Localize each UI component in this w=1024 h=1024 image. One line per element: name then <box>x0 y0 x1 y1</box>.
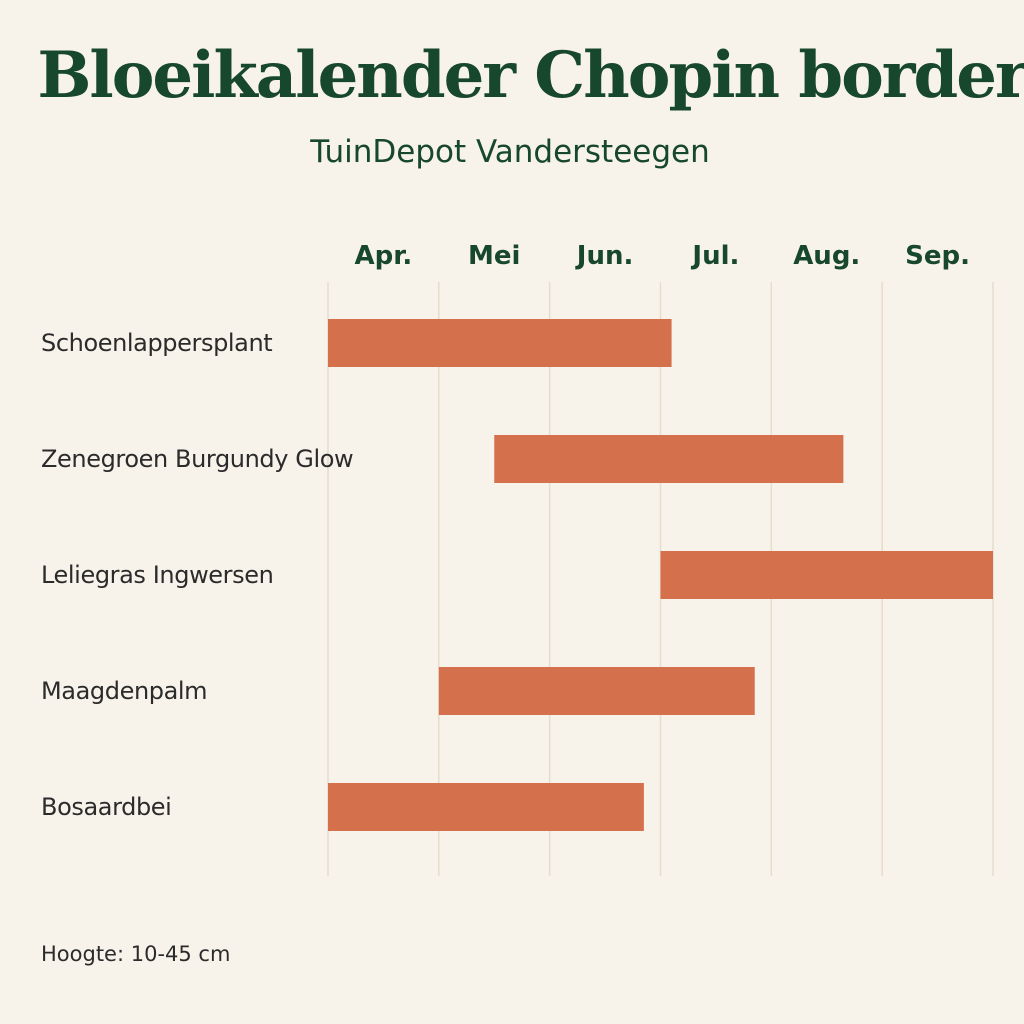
month-label: Jun. <box>575 241 634 271</box>
bloom-bar <box>328 783 644 831</box>
plant-label: Leliegras Ingwersen <box>41 561 273 589</box>
month-label: Mei <box>468 241 520 271</box>
plant-label: Zenegroen Burgundy Glow <box>41 445 353 473</box>
month-label: Aug. <box>793 241 860 271</box>
month-label: Jul. <box>690 241 739 271</box>
month-label: Sep. <box>905 241 970 271</box>
plant-label: Bosaardbei <box>41 793 171 821</box>
plant-label: Maagdenpalm <box>41 677 207 705</box>
bloom-bar <box>438 667 755 715</box>
month-label: Apr. <box>355 241 413 271</box>
chart-subtitle: TuinDepot Vandersteegen <box>310 134 710 170</box>
bloom-bar <box>328 319 672 367</box>
plant-label: Schoenlappersplant <box>41 329 272 357</box>
height-note: Hoogte: 10-45 cm <box>41 942 231 966</box>
bloom-bar <box>494 435 844 483</box>
bloom-bar <box>660 551 993 599</box>
chart-title: Bloeikalender Chopin border <box>37 38 1024 113</box>
